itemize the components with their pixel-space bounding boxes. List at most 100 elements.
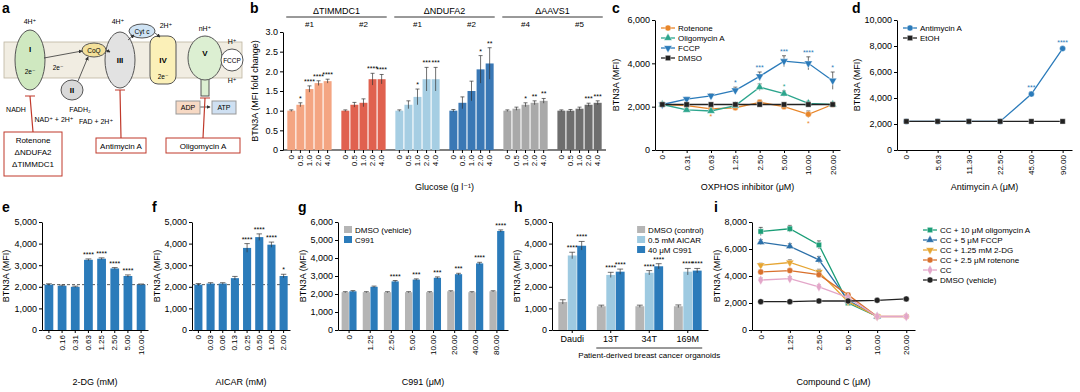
- tick: 0: [194, 330, 203, 339]
- error-bar: [85, 259, 91, 261]
- error-bar: [542, 98, 546, 103]
- carrier-label: Cyt c: [135, 28, 151, 36]
- tick-mark: [749, 222, 752, 223]
- marker: [758, 269, 764, 275]
- tick-mark: [549, 265, 552, 266]
- tick-mark: [39, 265, 42, 266]
- tick-label: 3,000: [14, 261, 37, 271]
- bar: [370, 287, 377, 330]
- substrate-label: ADP: [181, 104, 196, 111]
- tick-mark: [335, 330, 338, 331]
- inhibition: [25, 96, 35, 132]
- tick-label: 0: [645, 145, 650, 155]
- marker: [874, 312, 880, 322]
- bar: [305, 89, 313, 150]
- legend-marker: [907, 25, 913, 31]
- axis-line: [655, 21, 656, 151]
- bar: [557, 111, 565, 150]
- tick: 0: [328, 325, 338, 335]
- marker: [806, 102, 811, 107]
- tick-label: 0: [757, 334, 766, 339]
- tick-label: 1.0: [265, 106, 278, 116]
- bar: [447, 291, 454, 330]
- tick: 0.16: [58, 330, 67, 351]
- error-bar: [569, 252, 575, 258]
- tick-mark: [572, 330, 573, 333]
- error-bar: [656, 264, 662, 269]
- tick-label: 2.0: [530, 154, 539, 166]
- tick-mark: [335, 312, 338, 313]
- marker: [816, 242, 821, 247]
- tick-mark: [335, 276, 338, 277]
- x-axis: 01.252.505.0010.0020.0040.0080.00: [339, 330, 509, 355]
- uncoupler-label: FCCP: [223, 57, 241, 64]
- error-bar: [307, 86, 311, 92]
- significance: ****: [83, 251, 94, 258]
- bar: [576, 109, 584, 150]
- tick-label: 0.06: [218, 334, 227, 350]
- tick: 2,000: [164, 282, 192, 292]
- legend-swatch: [344, 236, 352, 243]
- tick: 2.0: [265, 67, 283, 77]
- bar: [296, 105, 304, 150]
- marker: [804, 61, 812, 68]
- tick-label: 0: [328, 325, 333, 335]
- legend: CC + 10 μM oligomycin ACC + 5 μM FCCPCC …: [923, 226, 1031, 285]
- tick-mark: [280, 91, 283, 92]
- bar: [476, 263, 483, 330]
- legend-marker: [927, 257, 933, 263]
- error-bar: [846, 298, 850, 303]
- error-bar: [361, 99, 365, 107]
- panel-title: i: [714, 199, 718, 215]
- error-bar: [456, 273, 461, 275]
- tick-mark: [189, 287, 192, 288]
- tick-label: 2.50: [756, 154, 765, 170]
- carrier: [82, 43, 106, 57]
- tick-mark: [516, 150, 517, 153]
- bar: [324, 81, 332, 150]
- tick: 8,000: [724, 217, 752, 227]
- error-bar: [46, 284, 52, 286]
- error-bar: [646, 271, 652, 275]
- marks: [757, 225, 910, 321]
- tick-label: 13T: [603, 334, 619, 344]
- substrate-label: ATP: [217, 104, 230, 111]
- tick-label: 34T: [642, 334, 658, 344]
- tick-mark: [259, 330, 260, 333]
- bar: [280, 276, 288, 330]
- tick-label: 4,000: [869, 93, 892, 103]
- series-line: [906, 121, 1062, 122]
- texts: ***************: [710, 48, 835, 127]
- error-bar: [524, 103, 528, 107]
- tick-mark: [39, 308, 42, 309]
- tick-label: 0.5: [512, 154, 521, 166]
- tick-mark: [790, 330, 791, 333]
- error-bar: [257, 234, 262, 240]
- tick-label: 1.0: [413, 154, 422, 166]
- tick-label: Daudi: [560, 334, 584, 344]
- tick-mark: [894, 124, 897, 125]
- marker: [660, 102, 665, 107]
- tick: 2,000: [724, 298, 752, 308]
- tick-mark: [833, 150, 834, 153]
- error-bar: [138, 284, 144, 285]
- tick-mark: [189, 222, 192, 223]
- tick-mark: [749, 330, 752, 331]
- tick-mark: [549, 244, 552, 245]
- tick: 80.00: [492, 330, 501, 355]
- legend-marker: [926, 248, 934, 255]
- panel-title: g: [298, 199, 307, 215]
- arrow: [155, 33, 160, 37]
- tick-label: 4.0: [539, 154, 548, 166]
- proton-label: H⁺: [228, 38, 237, 45]
- tick: 13T: [603, 330, 619, 344]
- tick: 10.00: [137, 330, 146, 355]
- tick-mark: [75, 330, 76, 333]
- marker: [708, 102, 713, 107]
- error-bar: [196, 284, 201, 286]
- bar: [489, 291, 496, 330]
- error-bar: [72, 286, 78, 287]
- tick-label: 1.25: [786, 334, 795, 350]
- error-bar: [694, 268, 700, 272]
- tick-mark: [381, 150, 382, 153]
